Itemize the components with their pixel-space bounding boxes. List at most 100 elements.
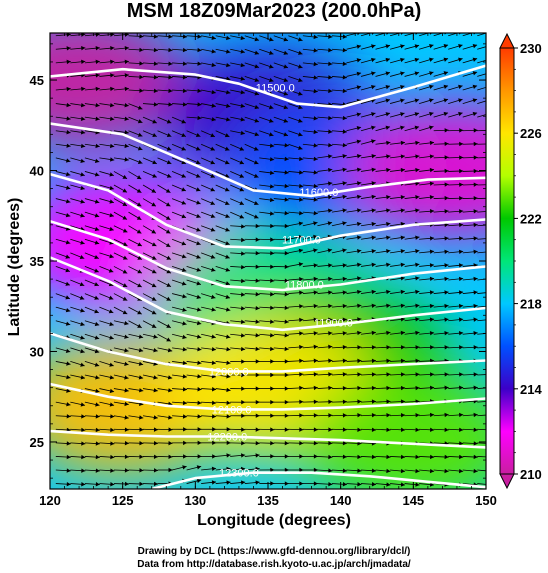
wind-arrow-760 — [200, 143, 216, 151]
wind-arrow-318 — [317, 344, 333, 350]
wind-arrow-999 — [186, 34, 202, 39]
wind-arrow-459 — [186, 279, 202, 286]
wind-arrow-513 — [99, 252, 114, 259]
wind-arrow-556 — [288, 235, 304, 240]
wind-arrow-71 — [215, 453, 231, 458]
wind-arrow-716 — [433, 168, 449, 174]
wind-arrow-432 — [230, 292, 246, 297]
wind-arrow-904 — [113, 73, 129, 78]
wind-arrow-995 — [128, 34, 144, 39]
wind-arrow-937 — [157, 61, 173, 66]
wind-arrow-914 — [259, 76, 274, 83]
wind-arrow-10 — [201, 480, 217, 485]
wind-arrow-830 — [346, 112, 362, 118]
wind-arrow-528 — [317, 248, 333, 254]
wind-arrow-193 — [244, 399, 260, 405]
wind-arrow-536 — [433, 249, 449, 254]
wind-arrow-738 — [317, 154, 333, 159]
wind-arrow-526 — [288, 248, 304, 254]
wind-arrow-180 — [55, 401, 71, 407]
wind-arrow-447 — [448, 290, 464, 295]
wind-arrow-339 — [186, 333, 202, 339]
wind-arrow-234 — [404, 385, 420, 391]
wind-arrow-944 — [259, 62, 274, 69]
wind-arrow-940 — [201, 62, 216, 68]
wind-arrow-45 — [273, 467, 289, 473]
wind-arrow-665 — [128, 184, 142, 193]
wind-arrow-770 — [346, 139, 362, 145]
wind-arrow-1007 — [302, 34, 318, 40]
wind-arrow-549 — [186, 238, 201, 246]
wind-arrow-422 — [84, 293, 99, 300]
wind-arrow-984 — [404, 44, 420, 50]
wind-arrow-141 — [360, 427, 377, 433]
wind-arrow-805 — [419, 125, 434, 132]
wind-arrow-656 — [433, 195, 449, 201]
wind-arrow-778 — [462, 141, 478, 147]
wind-arrow-983 — [389, 44, 405, 50]
wind-arrow-950 — [346, 58, 362, 64]
wind-arrow-845 — [128, 103, 143, 110]
temperature-region-9 — [303, 371, 486, 489]
wind-arrow-489 — [186, 266, 202, 272]
wind-arrow-434 — [259, 292, 275, 297]
wind-arrow-786 — [142, 130, 157, 138]
wind-arrow-650 — [346, 194, 362, 200]
wind-arrow-849 — [186, 102, 202, 107]
wind-arrow-267 — [448, 372, 464, 377]
wind-arrow-475 — [419, 276, 435, 282]
wind-arrow-451 — [70, 279, 85, 287]
wind-arrow-952 — [375, 57, 391, 64]
wind-arrow-314 — [259, 346, 275, 352]
wind-arrow-754 — [113, 143, 129, 149]
wind-arrow-814 — [113, 116, 129, 121]
wind-arrow-282 — [230, 359, 246, 364]
wind-arrow-883 — [244, 89, 260, 96]
wind-arrow-417 — [448, 303, 464, 309]
contour-label-12300.0: 12300.0 — [219, 468, 259, 480]
wind-arrow-697 — [157, 171, 172, 178]
wind-arrow-795 — [273, 130, 289, 137]
wind-arrow-402 — [230, 306, 246, 311]
wind-arrow-450 — [55, 279, 71, 286]
wind-arrow-765 — [273, 143, 289, 148]
wind-arrow-744 — [404, 154, 420, 159]
wind-arrow-709 — [331, 167, 347, 172]
wind-arrow-323 — [390, 345, 406, 350]
wind-arrow-126 — [143, 427, 159, 432]
wind-arrow-378 — [317, 317, 333, 322]
wind-arrow-762 — [230, 143, 245, 151]
wind-arrow-175 — [419, 412, 435, 418]
wind-arrow-494 — [259, 264, 275, 269]
wind-arrow-730 — [200, 157, 216, 165]
wind-arrow-839 — [477, 114, 486, 118]
wind-arrow-413 — [390, 303, 406, 308]
wind-arrow-216 — [142, 388, 158, 393]
wind-arrow-962 — [84, 46, 100, 51]
wind-arrow-781 — [70, 130, 86, 135]
wind-arrow-470 — [346, 276, 362, 281]
wind-arrow-139 — [331, 427, 347, 432]
wind-arrow-704 — [259, 170, 275, 176]
wind-arrow-72 — [230, 453, 246, 458]
wind-arrow-454 — [113, 279, 128, 288]
wind-arrow-170 — [346, 412, 362, 418]
wind-arrow-835 — [419, 111, 434, 118]
wind-arrow-364 — [113, 320, 129, 326]
wind-arrow-129 — [186, 427, 202, 432]
wind-arrow-444 — [404, 289, 420, 295]
wind-arrow-263 — [390, 372, 406, 377]
wind-arrow-655 — [419, 195, 435, 200]
wind-arrow-312 — [230, 346, 246, 352]
wind-arrow-865 — [419, 98, 434, 104]
wind-arrow-390 — [55, 306, 71, 313]
wind-arrow-601 — [70, 211, 85, 218]
wind-arrow-50 — [346, 468, 362, 473]
wind-arrow-190 — [201, 400, 217, 406]
wind-arrow-94 — [113, 441, 129, 446]
wind-arrow-428 — [171, 293, 187, 299]
wind-arrow-497 — [302, 263, 318, 268]
wind-arrow-764 — [259, 143, 275, 148]
wind-arrow-285 — [273, 359, 289, 364]
wind-arrow-827 — [302, 116, 318, 121]
